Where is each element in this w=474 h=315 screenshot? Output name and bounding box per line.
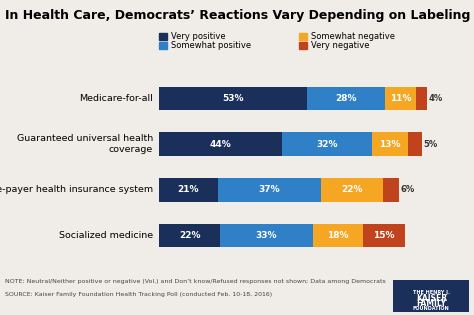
Text: NOTE: Neutral/Neither positive or negative (Vol.) and Don’t know/Refused respons: NOTE: Neutral/Neither positive or negati… <box>5 279 385 284</box>
Text: 28%: 28% <box>336 94 357 103</box>
Bar <box>307 87 385 110</box>
Text: 4%: 4% <box>429 94 443 103</box>
Bar <box>363 224 405 247</box>
Text: In Health Care, Democrats’ Reactions Vary Depending on Labeling: In Health Care, Democrats’ Reactions Var… <box>5 9 470 22</box>
Text: Very negative: Very negative <box>311 41 369 50</box>
Bar <box>159 87 307 110</box>
Bar <box>416 87 428 110</box>
Text: THE HENRY J.: THE HENRY J. <box>413 290 450 295</box>
Text: Very positive: Very positive <box>171 32 226 41</box>
Bar <box>313 224 363 247</box>
Text: 15%: 15% <box>374 231 395 240</box>
Bar <box>321 178 383 202</box>
Text: 18%: 18% <box>327 231 349 240</box>
Text: 37%: 37% <box>258 185 280 194</box>
Text: 21%: 21% <box>177 185 199 194</box>
Text: Somewhat positive: Somewhat positive <box>171 41 251 50</box>
Text: 13%: 13% <box>379 140 401 149</box>
Bar <box>159 224 220 247</box>
Text: 6%: 6% <box>401 185 415 194</box>
Text: FAMILY: FAMILY <box>416 299 447 308</box>
Text: 22%: 22% <box>179 231 201 240</box>
Text: 32%: 32% <box>316 140 337 149</box>
Text: 22%: 22% <box>341 185 363 194</box>
Bar <box>408 132 422 156</box>
Bar <box>385 87 416 110</box>
Text: KAISER: KAISER <box>416 294 447 303</box>
Text: 44%: 44% <box>210 140 231 149</box>
Text: 53%: 53% <box>222 94 244 103</box>
Bar <box>159 178 218 202</box>
Bar <box>383 178 400 202</box>
Text: FOUNDATION: FOUNDATION <box>413 306 450 311</box>
Bar <box>372 132 408 156</box>
Text: Somewhat negative: Somewhat negative <box>311 32 395 41</box>
Bar <box>218 178 321 202</box>
Text: 11%: 11% <box>390 94 411 103</box>
Bar <box>220 224 313 247</box>
Text: 5%: 5% <box>423 140 438 149</box>
Bar <box>282 132 372 156</box>
Bar <box>159 132 282 156</box>
Text: 33%: 33% <box>256 231 277 240</box>
Text: SOURCE: Kaiser Family Foundation Health Tracking Poll (conducted Feb. 10-18, 201: SOURCE: Kaiser Family Foundation Health … <box>5 292 272 297</box>
